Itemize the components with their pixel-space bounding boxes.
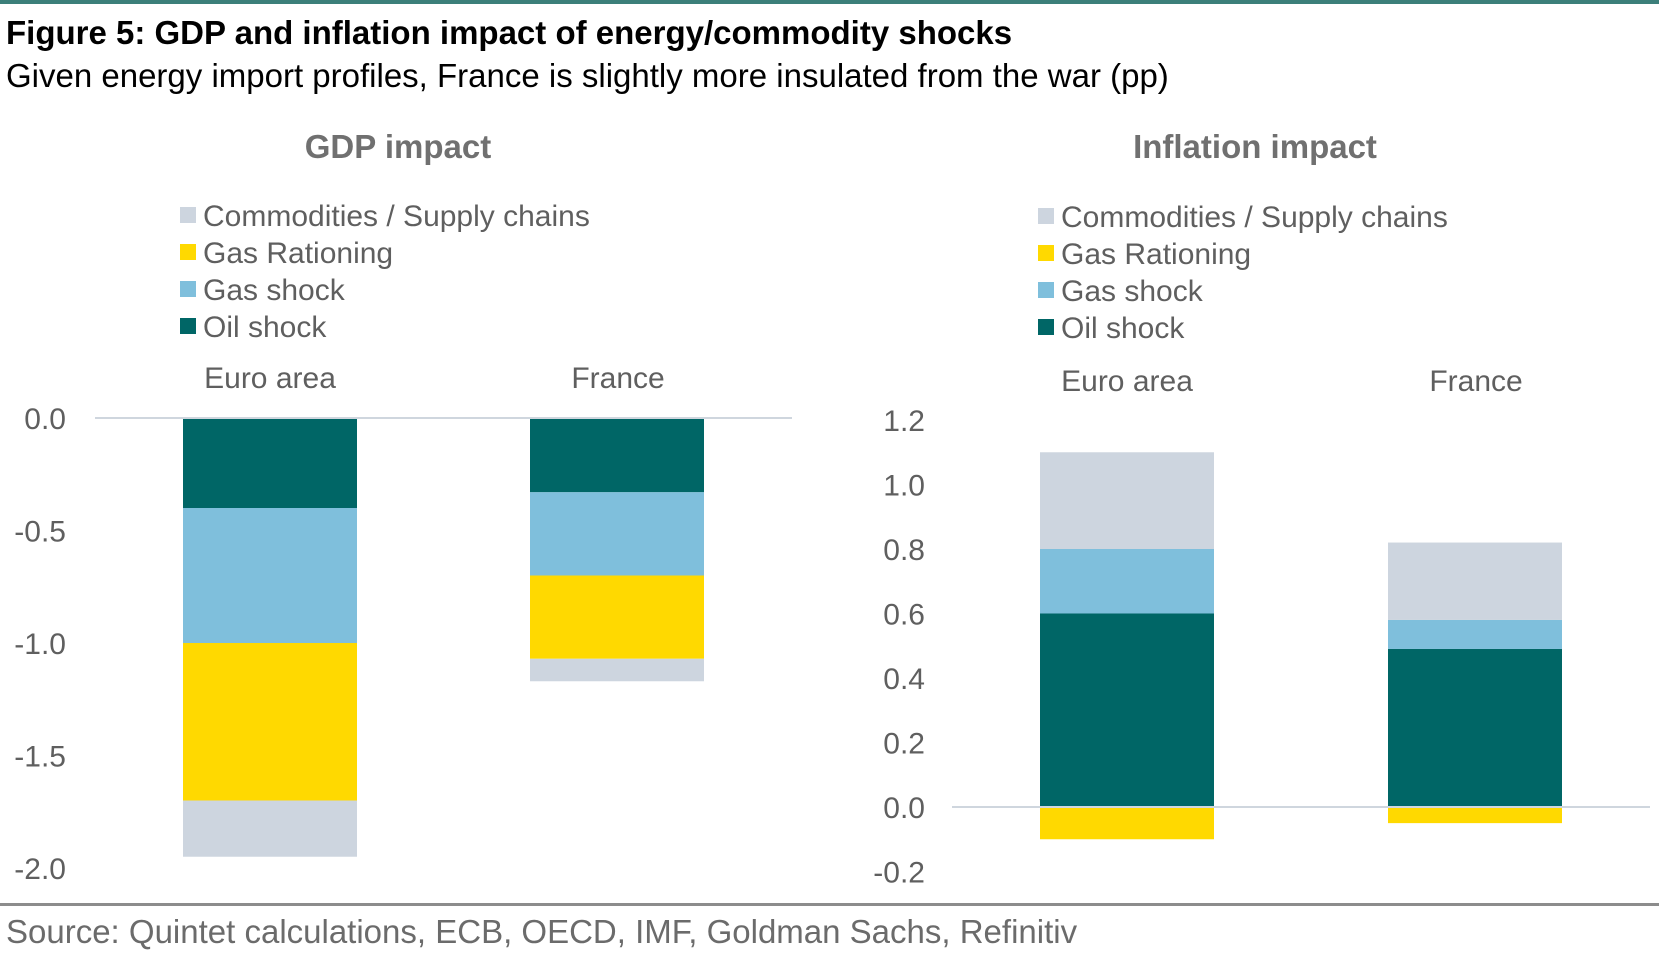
top-rule: [0, 0, 1659, 4]
bar-segment-gas-shock: [183, 508, 357, 643]
legend-swatch-oil-shock: [1038, 319, 1054, 335]
y-tick-label: -2.0: [14, 853, 66, 886]
y-tick-label: 1.2: [883, 405, 925, 438]
category-label: Euro area: [204, 362, 336, 395]
bar-segment-gas-shock: [530, 492, 704, 576]
legend-swatch-gas-rationing: [180, 244, 196, 260]
bar-segment-oil-shock: [530, 418, 704, 493]
chart-title: Inflation impact: [1133, 128, 1377, 165]
legend-label: Gas Rationing: [203, 237, 393, 270]
bar-segment-commodities-supply-chains: [183, 800, 357, 857]
y-tick-label: 0.0: [24, 403, 66, 436]
legend-swatch-gas-rationing: [1038, 245, 1054, 261]
legend-swatch-gas-shock: [1038, 282, 1054, 298]
bar-segment-gas-shock: [1040, 549, 1214, 614]
legend-swatch-gas-shock: [180, 281, 196, 297]
y-tick-label: -1.0: [14, 628, 66, 661]
bar-segment-oil-shock: [1040, 613, 1214, 807]
legend-swatch-commodities-supply-chains: [1038, 208, 1054, 224]
bar-segment-gas-shock: [1388, 619, 1562, 649]
y-tick-label: 0.4: [883, 663, 925, 696]
figure-subtitle: Given energy import profiles, France is …: [6, 57, 1169, 94]
category-label: France: [1429, 365, 1522, 398]
legend-label: Gas shock: [203, 274, 346, 307]
figure-title: Figure 5: GDP and inflation impact of en…: [6, 14, 1013, 51]
bar-segment-oil-shock: [183, 418, 357, 508]
bar-segment-commodities-supply-chains: [530, 658, 704, 682]
bar-segment-gas-rationing: [183, 643, 357, 801]
y-tick-label: -0.2: [873, 857, 925, 890]
bar-segment-oil-shock: [1388, 648, 1562, 807]
legend-label: Commodities / Supply chains: [1061, 201, 1448, 234]
category-label: Euro area: [1061, 365, 1193, 398]
bar-segment-gas-rationing: [530, 575, 704, 659]
bar-segment-gas-rationing: [1040, 807, 1214, 840]
y-tick-label: -1.5: [14, 741, 66, 774]
legend-label: Oil shock: [1061, 312, 1185, 345]
y-tick-label: 1.0: [883, 470, 925, 503]
legend-label: Commodities / Supply chains: [203, 200, 590, 233]
y-tick-label: 0.8: [883, 534, 925, 567]
source-note: Source: Quintet calculations, ECB, OECD,…: [6, 913, 1078, 950]
bottom-rule: [0, 903, 1659, 906]
legend-swatch-commodities-supply-chains: [180, 207, 196, 223]
y-tick-label: -0.5: [14, 516, 66, 549]
bar-segment-commodities-supply-chains: [1040, 452, 1214, 549]
y-tick-label: 0.0: [883, 792, 925, 825]
y-tick-label: 0.2: [883, 728, 925, 761]
legend-swatch-oil-shock: [180, 318, 196, 334]
legend-label: Gas shock: [1061, 275, 1204, 308]
legend-label: Oil shock: [203, 311, 327, 344]
bar-segment-commodities-supply-chains: [1388, 542, 1562, 620]
bar-segment-gas-rationing: [1388, 807, 1562, 824]
y-tick-label: 0.6: [883, 599, 925, 632]
chart-title: GDP impact: [305, 128, 491, 165]
legend-label: Gas Rationing: [1061, 238, 1251, 271]
category-label: France: [571, 362, 664, 395]
charts-canvas: GDP impact Commodities / Supply chains Gas…: [14, 128, 1650, 890]
